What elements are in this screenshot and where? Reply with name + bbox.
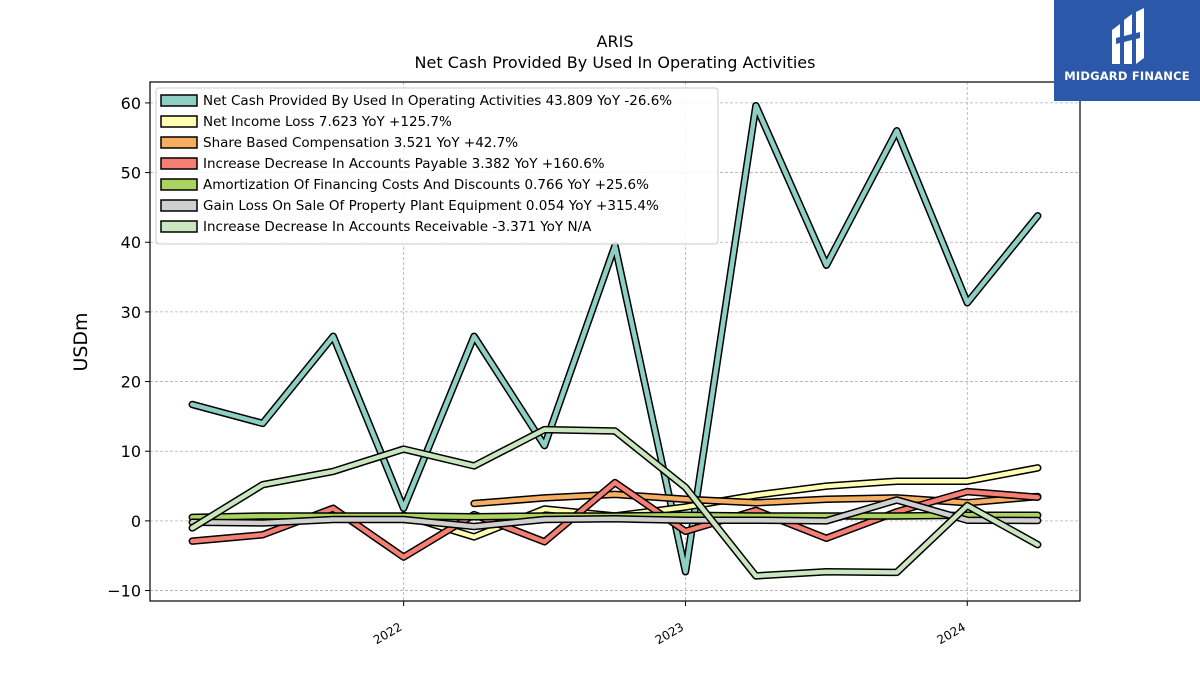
legend-swatch bbox=[160, 178, 198, 191]
plot-frame bbox=[149, 81, 1081, 602]
series-6 bbox=[188, 425, 1042, 580]
series-0 bbox=[188, 101, 1042, 576]
logo-text: MIDGARD FINANCE bbox=[1064, 69, 1190, 83]
legend-entry: Amortization Of Financing Costs And Disc… bbox=[203, 177, 649, 193]
legend-entry: Share Based Compensation 3.521 YoY +42.7… bbox=[203, 135, 518, 151]
legend-entry: Increase Decrease In Accounts Receivable… bbox=[203, 219, 592, 235]
y-tick-label: 0 bbox=[131, 512, 141, 531]
brand-logo: MIDGARD FINANCE bbox=[1054, 0, 1200, 101]
x-tick-label: 2024 bbox=[935, 620, 968, 647]
y-tick-label: −10 bbox=[107, 582, 141, 601]
y-tick-label: 40 bbox=[121, 233, 141, 252]
legend-box bbox=[155, 87, 719, 245]
x-tick-label: 2023 bbox=[653, 620, 686, 647]
chart-subtitle: Net Cash Provided By Used In Operating A… bbox=[415, 53, 816, 72]
y-tick-label: 30 bbox=[121, 303, 141, 322]
series-line bbox=[190, 103, 1040, 574]
chart-title: ARIS bbox=[597, 32, 634, 51]
series-3 bbox=[188, 478, 1042, 561]
logo-mark-icon bbox=[1112, 8, 1144, 64]
legend-swatch bbox=[160, 157, 198, 170]
series-lines bbox=[188, 101, 1042, 580]
y-axis-label: USDm bbox=[70, 312, 92, 371]
y-tick-label: 50 bbox=[121, 164, 141, 183]
x-tick-label: 2022 bbox=[371, 620, 404, 647]
y-tick-label: 10 bbox=[121, 442, 141, 461]
legend-entry: Gain Loss On Sale Of Property Plant Equi… bbox=[203, 198, 659, 214]
legend-swatch bbox=[160, 136, 198, 149]
legend: Net Cash Provided By Used In Operating A… bbox=[155, 87, 719, 245]
y-tick-label: 20 bbox=[121, 373, 141, 392]
legend-swatch bbox=[160, 220, 198, 233]
series-line bbox=[190, 427, 1040, 579]
y-tick-label: 60 bbox=[121, 94, 141, 113]
series-line bbox=[190, 480, 1040, 560]
legend-swatch bbox=[160, 199, 198, 212]
legend-entry: Increase Decrease In Accounts Payable 3.… bbox=[203, 156, 605, 172]
series-5 bbox=[188, 496, 1042, 531]
legend-swatch bbox=[160, 94, 198, 107]
legend-entry: Net Income Loss 7.623 YoY +125.7% bbox=[203, 114, 452, 130]
legend-entry: Net Cash Provided By Used In Operating A… bbox=[203, 93, 672, 109]
legend-swatch bbox=[160, 115, 198, 128]
series-line bbox=[190, 497, 1040, 529]
